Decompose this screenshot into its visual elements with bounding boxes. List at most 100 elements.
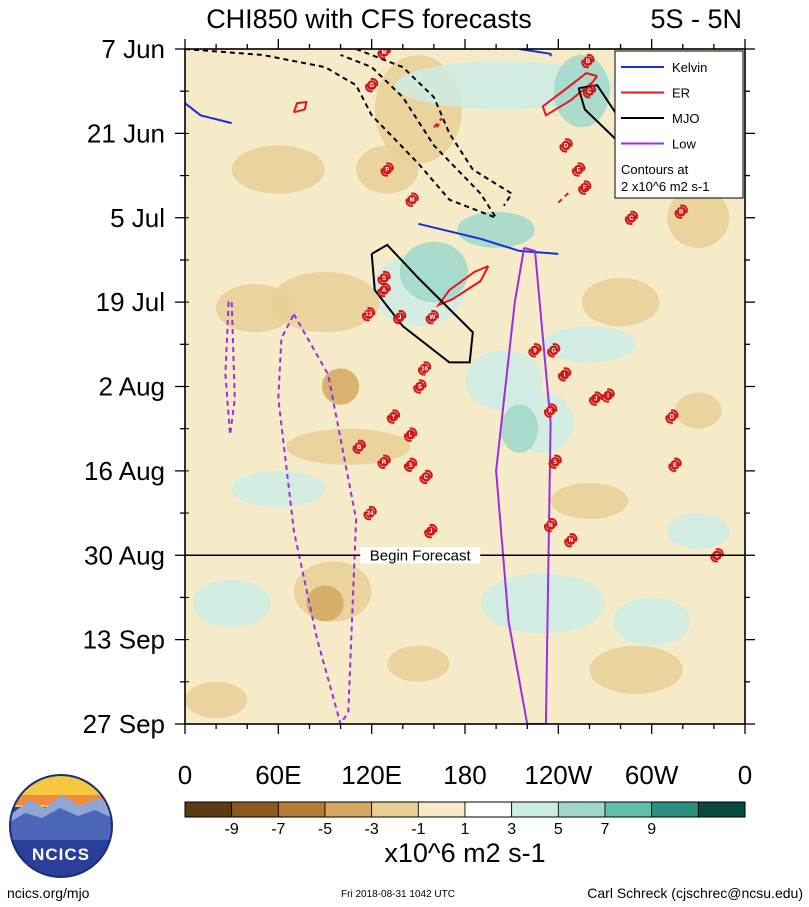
storm-marker: R bbox=[377, 454, 391, 469]
storm-dot bbox=[426, 526, 436, 536]
y-tick-label: 7 Jun bbox=[101, 34, 165, 64]
storm-marker: C bbox=[582, 84, 597, 99]
colorbar-tick-label: -9 bbox=[225, 821, 239, 838]
mjo-contour bbox=[185, 49, 499, 220]
storm-label: M bbox=[382, 50, 387, 56]
anomaly-patch bbox=[667, 187, 730, 248]
footer-url: ncics.org/mjo bbox=[7, 885, 90, 901]
storm-marker: K bbox=[543, 403, 558, 418]
storm-dot bbox=[545, 405, 556, 416]
colorbar: -9 -7 -5 -3 -1 1 3 5 7 9 x10^6 m2 s-1 bbox=[184, 801, 746, 868]
storm-swirl bbox=[543, 403, 558, 418]
storm-marker: 5 bbox=[548, 454, 562, 469]
storm-swirl bbox=[571, 162, 586, 177]
storm-dot bbox=[379, 457, 389, 467]
x-tick-labels: 0 60E 120E 180 120W 60W 0 bbox=[178, 760, 752, 790]
colorbar-box bbox=[464, 801, 513, 818]
anomaly-patch bbox=[306, 585, 344, 622]
storm-swirl bbox=[557, 367, 572, 382]
storm-swirl bbox=[403, 427, 418, 442]
legend-note-line1: Contours at bbox=[621, 162, 689, 177]
legend-label: ER bbox=[672, 86, 690, 101]
mjo-contour bbox=[370, 243, 474, 364]
storm-label: S bbox=[382, 276, 386, 282]
y-tick-labels: 7 Jun 21 Jun 5 Jul 19 Jul 2 Aug 16 Aug 30 Aug 1… bbox=[83, 34, 165, 739]
legend-label: Kelvin bbox=[672, 60, 707, 75]
storm-dot bbox=[583, 56, 593, 66]
storm-dot bbox=[405, 429, 416, 440]
storm-dot bbox=[427, 312, 438, 322]
low-contour bbox=[277, 313, 358, 724]
storm-marker: A bbox=[377, 282, 391, 298]
storm-dot bbox=[559, 369, 570, 380]
storm-swirl bbox=[665, 409, 679, 424]
chart-title: CHI850 with CFS forecasts bbox=[206, 4, 532, 34]
storm-dot bbox=[394, 312, 405, 322]
storm-dot bbox=[667, 411, 677, 422]
legend-note-line2: 2 x10^6 m2 s-1 bbox=[621, 179, 709, 194]
anomaly-patch bbox=[286, 428, 411, 465]
storm-marker: G bbox=[365, 78, 379, 93]
storm-dot bbox=[407, 194, 417, 205]
colorbar-tick-label: 5 bbox=[554, 821, 563, 838]
anomaly-patch bbox=[192, 579, 271, 628]
colorbar-box bbox=[417, 801, 466, 818]
colorbar-tick-label: -1 bbox=[411, 821, 425, 838]
storm-marker: N bbox=[543, 517, 558, 533]
storm-label: 13 bbox=[365, 312, 372, 318]
storm-dot bbox=[421, 472, 431, 482]
anomaly-patch bbox=[321, 368, 360, 405]
storm-marker: I bbox=[557, 367, 572, 382]
axis-ticks bbox=[175, 39, 755, 734]
storm-dot bbox=[530, 345, 540, 356]
storm-marker: N bbox=[564, 533, 578, 548]
storm-label: G bbox=[551, 348, 556, 354]
storm-label: 24 bbox=[367, 511, 374, 517]
storm-dot bbox=[550, 457, 560, 467]
storm-swirl bbox=[377, 282, 391, 298]
er-contour bbox=[433, 117, 443, 128]
chart-subtitle: 5S - 5N bbox=[650, 4, 742, 34]
storm-label: J bbox=[398, 315, 401, 321]
storm-dot bbox=[590, 393, 601, 404]
colorbar-tick-label: 9 bbox=[647, 821, 656, 838]
anomaly-patch bbox=[231, 145, 325, 194]
storm-label: I bbox=[607, 394, 609, 400]
storm-label: D bbox=[670, 415, 675, 421]
storm-dot bbox=[366, 80, 377, 90]
storm-marker: C bbox=[624, 210, 639, 225]
storm-dot bbox=[379, 49, 389, 57]
storm-dot bbox=[626, 213, 637, 223]
storm-swirl bbox=[380, 162, 394, 177]
y-tick-label: 16 Aug bbox=[84, 456, 165, 486]
y-tick-label: 30 Aug bbox=[84, 540, 165, 570]
colorbar-box bbox=[184, 801, 233, 818]
storm-label: L bbox=[409, 433, 413, 439]
kelvin-contour bbox=[185, 102, 232, 125]
storm-label: G bbox=[369, 83, 374, 89]
anomaly-patch bbox=[667, 513, 730, 550]
storm-dot bbox=[388, 411, 399, 422]
storm-swirl bbox=[424, 523, 438, 539]
storm-label: J bbox=[429, 529, 432, 535]
colorbar-tick-label: -5 bbox=[318, 821, 332, 838]
storm-dot bbox=[566, 535, 576, 545]
anomaly-patch bbox=[387, 645, 450, 682]
storm-marker: E bbox=[668, 457, 682, 472]
y-tick-label: 19 Jul bbox=[96, 287, 165, 317]
x-tick-label: 120W bbox=[524, 760, 592, 790]
storm-swirl bbox=[361, 307, 376, 322]
storm-label: K bbox=[548, 409, 553, 415]
storm-swirl bbox=[393, 310, 407, 325]
anomaly-patch bbox=[542, 326, 637, 363]
storm-swirl bbox=[377, 454, 391, 469]
storm-label: N bbox=[569, 538, 573, 544]
colorbar-tick-label: -3 bbox=[365, 821, 379, 838]
storm-label: J bbox=[594, 397, 597, 403]
storm-marker: D bbox=[665, 409, 679, 424]
storm-label: 5 bbox=[554, 460, 558, 466]
storm-marker: W bbox=[425, 310, 439, 325]
storm-dot bbox=[580, 182, 590, 193]
ncics-logo: NCICS bbox=[9, 774, 113, 878]
storm-swirl bbox=[425, 310, 439, 325]
